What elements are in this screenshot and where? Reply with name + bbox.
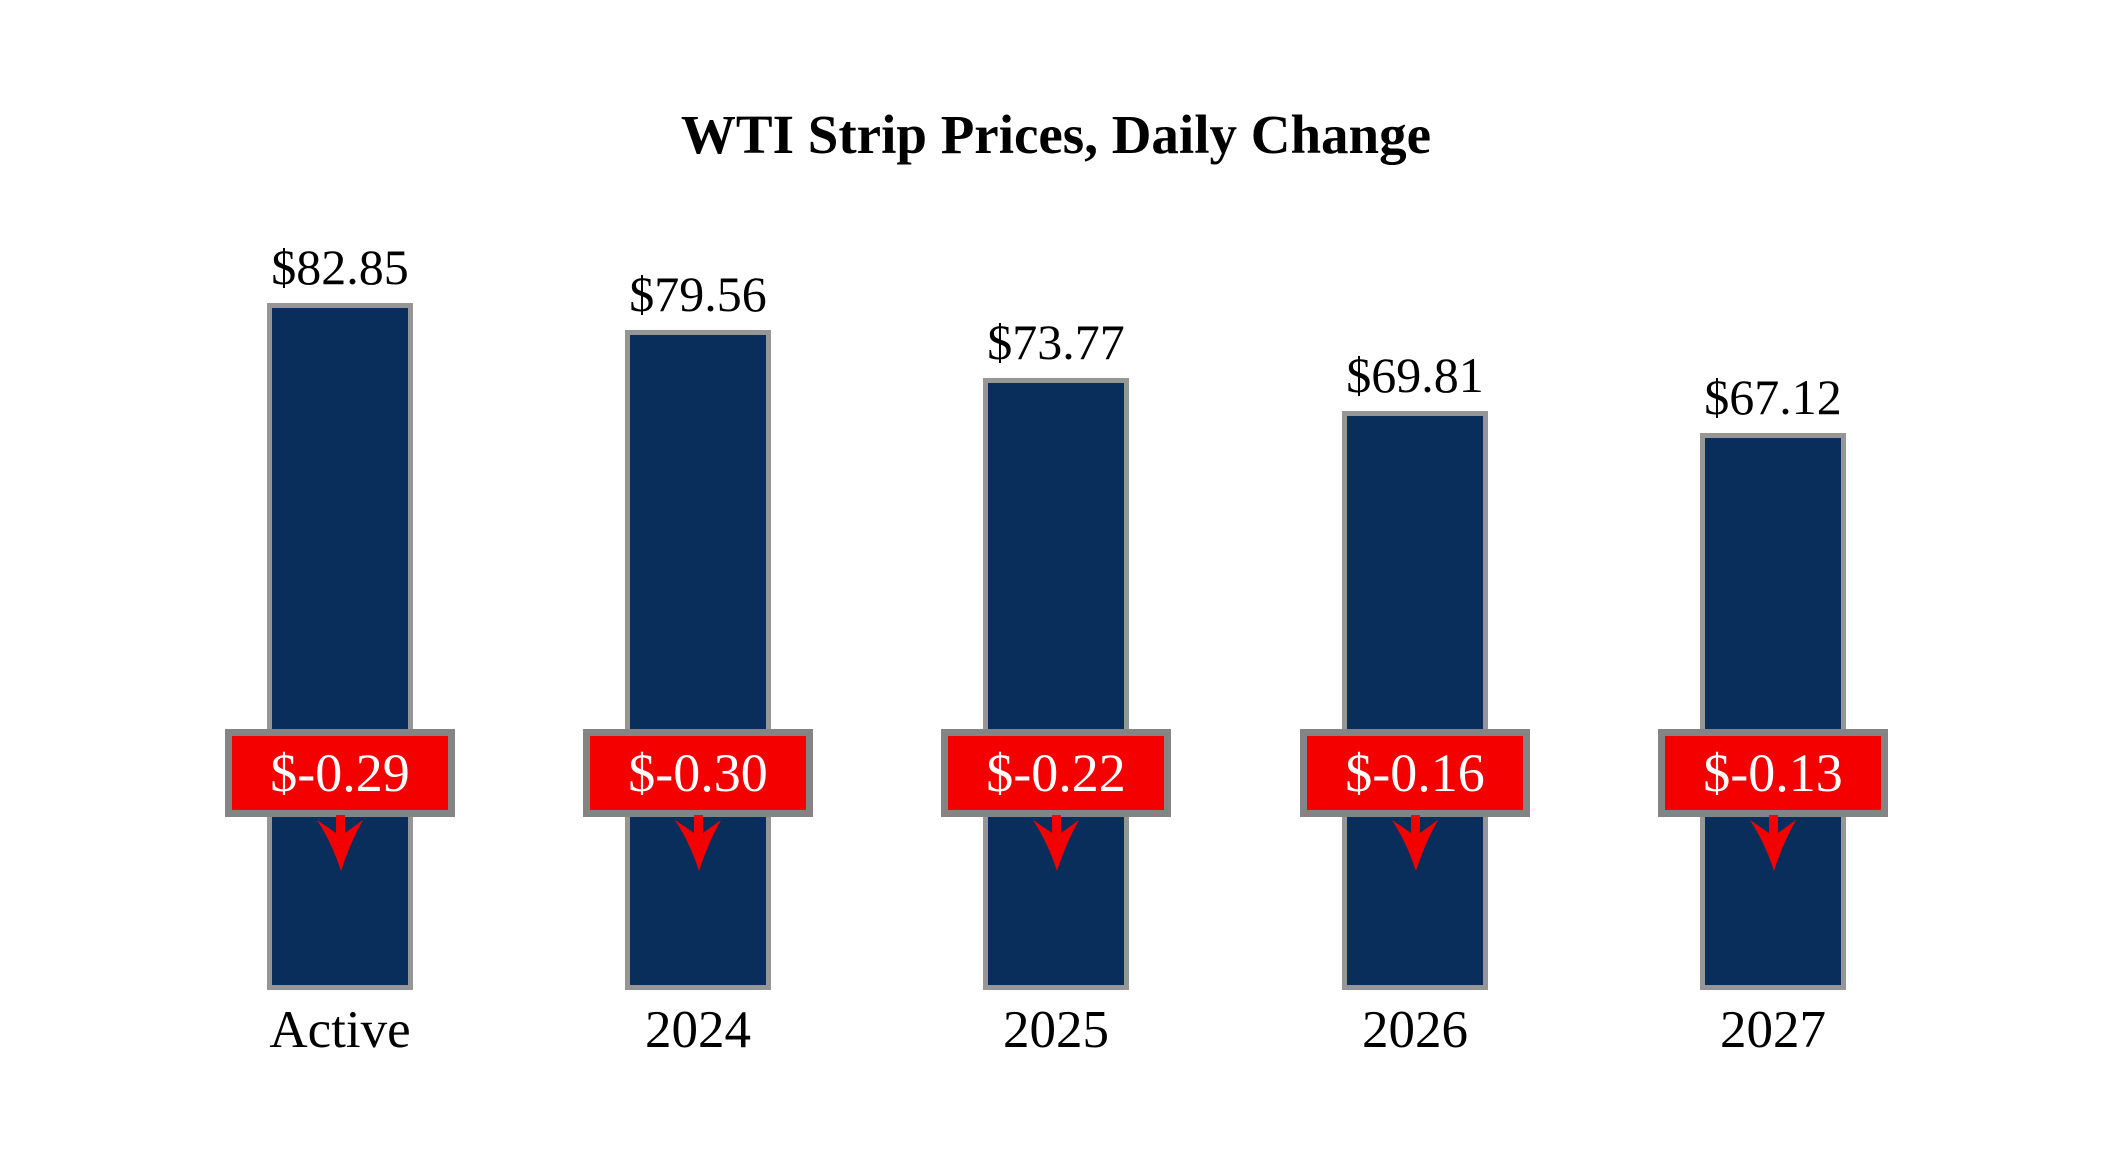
- down-arrow-icon: [1033, 815, 1079, 871]
- column-2027: $67.12 $-0.13 2027: [1594, 0, 1952, 1152]
- column-active: $82.85 $-0.29 Active: [161, 0, 519, 1152]
- bar-active: [267, 303, 413, 990]
- down-arrow-icon: [1392, 815, 1438, 871]
- category-label: Active: [269, 1001, 411, 1059]
- column-2024: $79.56 $-0.30 2024: [519, 0, 877, 1152]
- daily-change-box: $-0.16: [1300, 729, 1530, 817]
- daily-change-label: $-0.22: [986, 743, 1126, 803]
- down-arrow-icon: [675, 815, 721, 871]
- down-arrow-icon: [1750, 815, 1796, 871]
- bar-2027: [1700, 433, 1846, 990]
- category-label: 2025: [1003, 1001, 1109, 1059]
- down-arrow-icon: [317, 815, 363, 871]
- price-label: $67.12: [1704, 369, 1842, 425]
- daily-change-box: $-0.29: [225, 729, 455, 817]
- category-label: 2026: [1362, 1001, 1468, 1059]
- daily-change-box: $-0.13: [1658, 729, 1888, 817]
- column-2026: $69.81 $-0.16 2026: [1236, 0, 1594, 1152]
- bar-2026: [1342, 411, 1488, 990]
- column-2025: $73.77 $-0.22 2025: [877, 0, 1235, 1152]
- price-label: $69.81: [1346, 347, 1484, 403]
- chart-title: WTI Strip Prices, Daily Change: [680, 104, 1432, 165]
- price-label: $73.77: [987, 314, 1125, 370]
- daily-change-label: $-0.30: [628, 743, 768, 803]
- daily-change-label: $-0.16: [1345, 743, 1485, 803]
- daily-change-box: $-0.30: [583, 729, 813, 817]
- bar-2025: [983, 378, 1129, 990]
- price-label: $82.85: [271, 239, 409, 295]
- daily-change-label: $-0.29: [270, 743, 410, 803]
- category-label: 2027: [1720, 1001, 1826, 1059]
- category-label: 2024: [645, 1001, 751, 1059]
- daily-change-label: $-0.13: [1703, 743, 1843, 803]
- bar-2024: [625, 330, 771, 990]
- price-label: $79.56: [629, 266, 767, 322]
- daily-change-box: $-0.22: [941, 729, 1171, 817]
